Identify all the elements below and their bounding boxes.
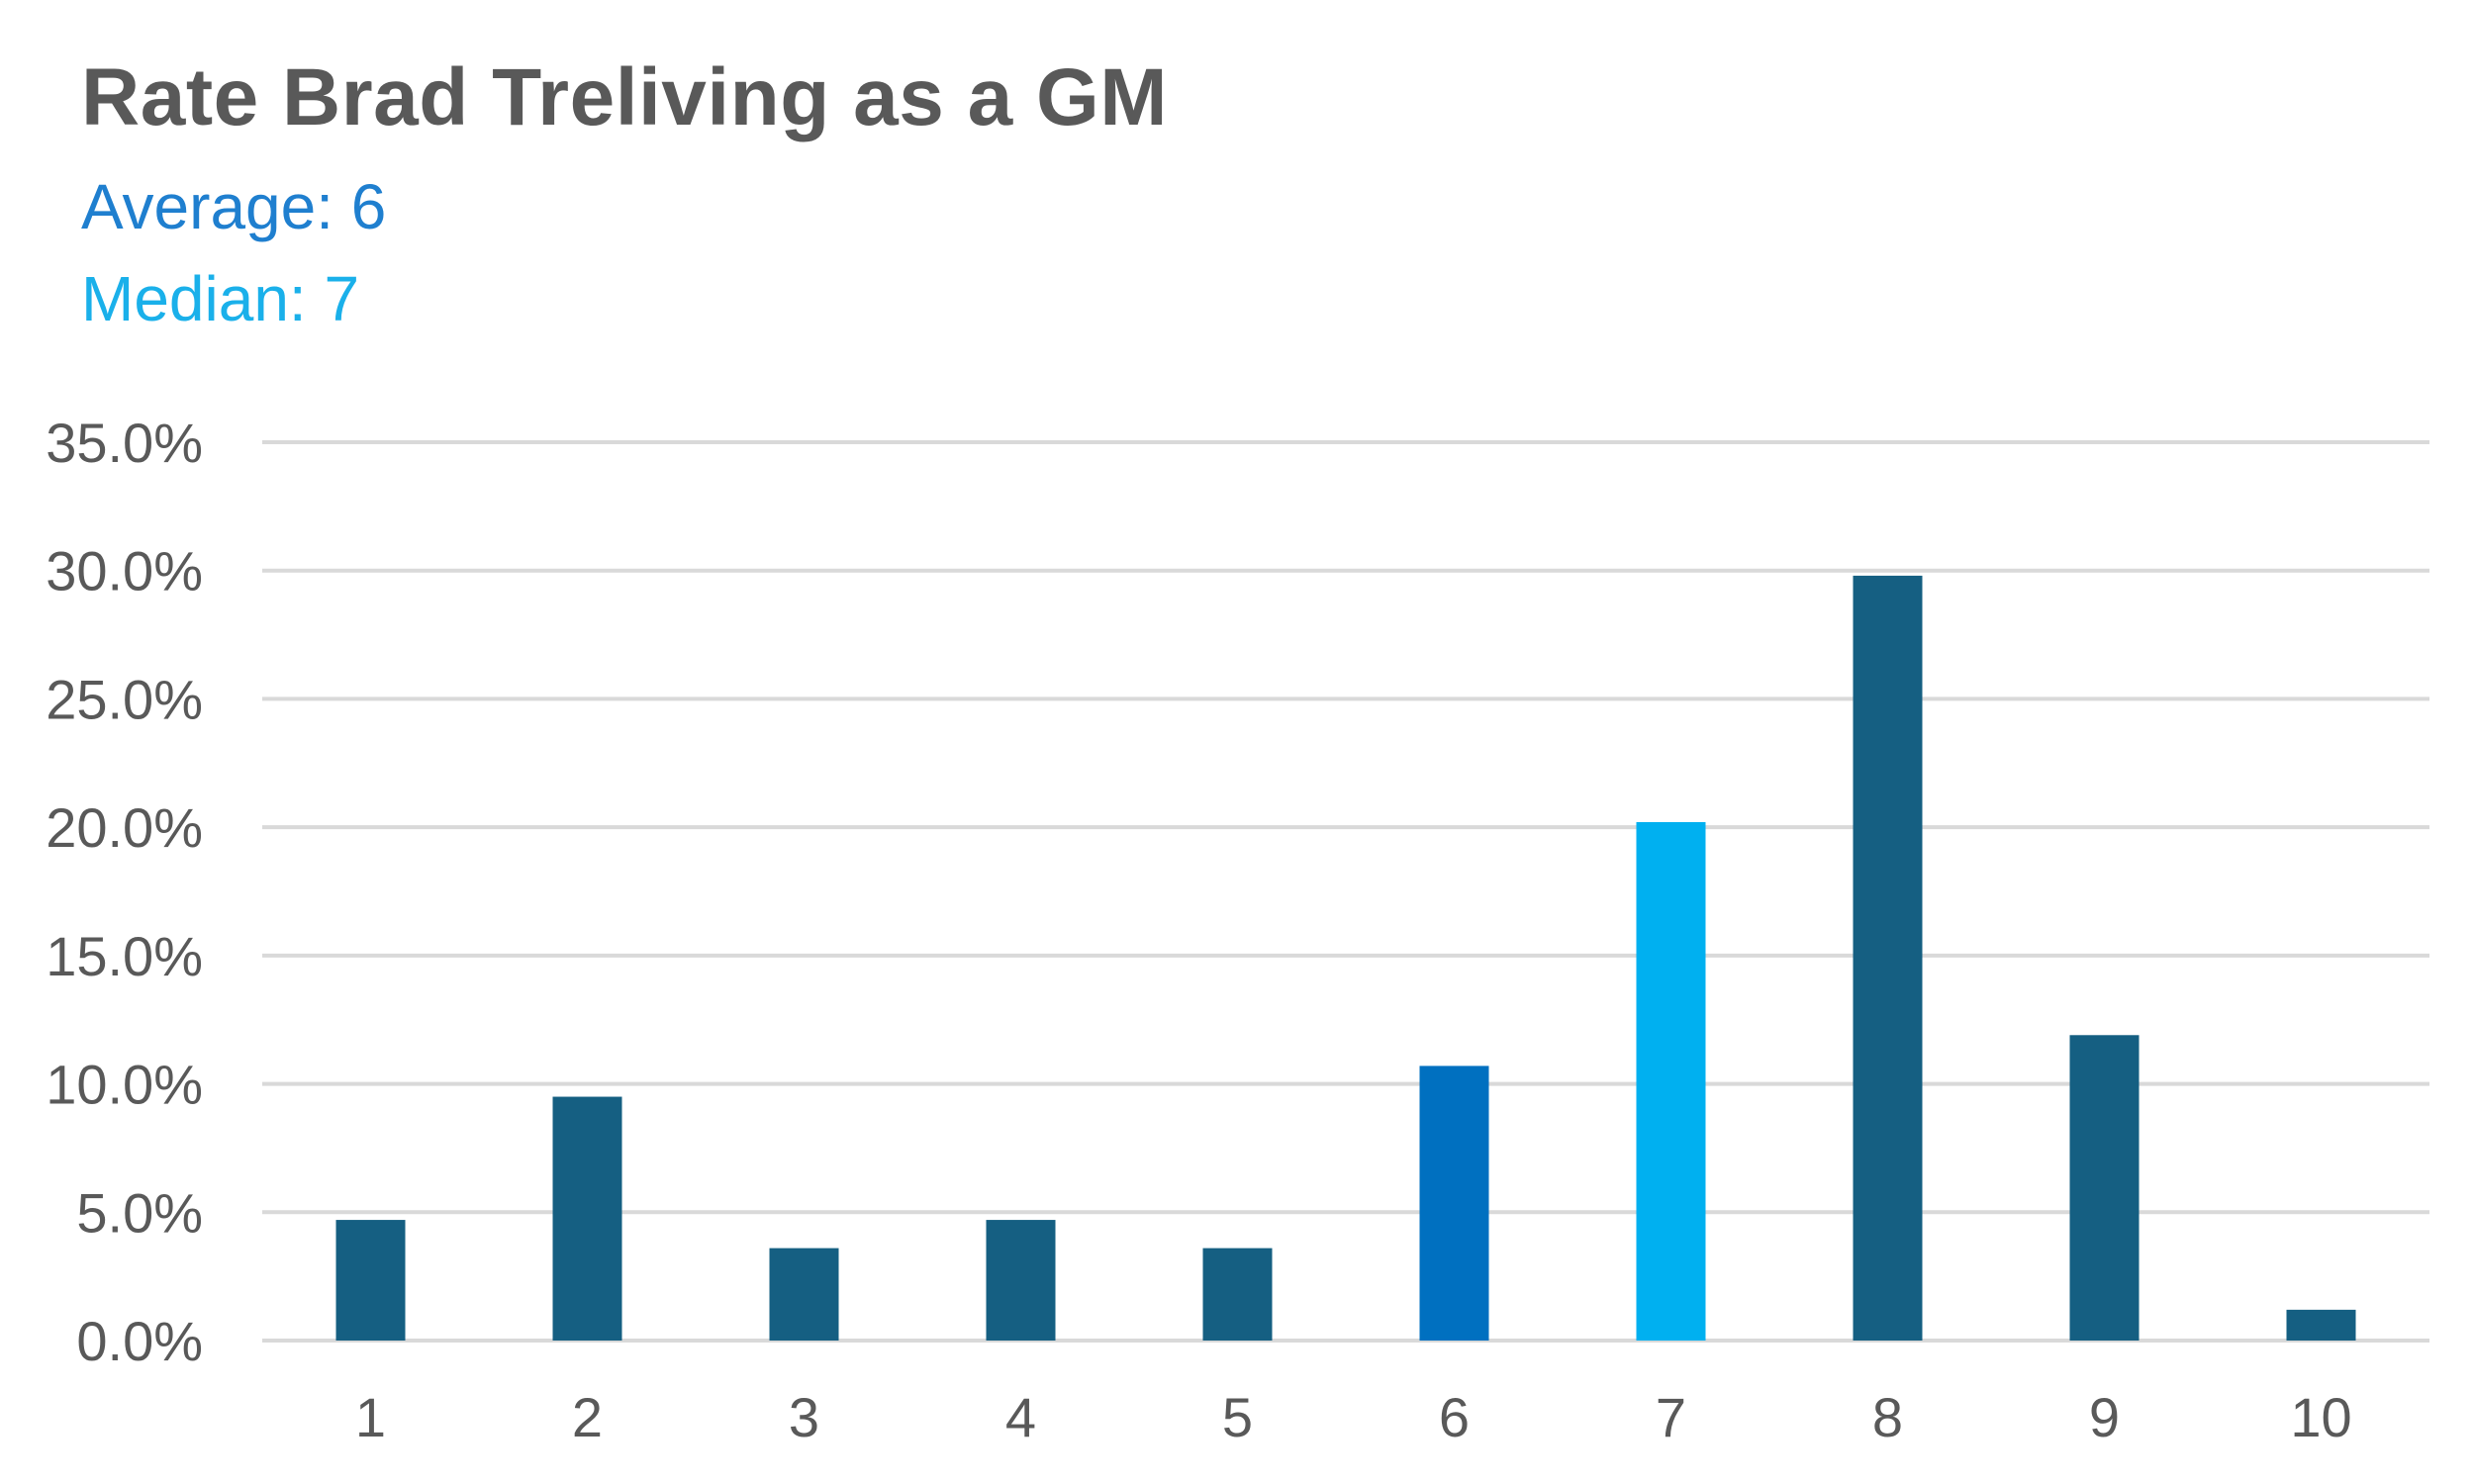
y-axis-ticks: 0.0% 5.0% 10.0% 15.0% 20.0% 25.0% 30.0% 35.0% xyxy=(46,412,203,1372)
bar-1 xyxy=(335,1220,406,1341)
bar-9 xyxy=(2069,1035,2140,1341)
median-annotation: Median: 7 xyxy=(81,263,360,334)
bar-4 xyxy=(986,1220,1056,1341)
x-tick-label: 7 xyxy=(1656,1386,1686,1448)
bar-10 xyxy=(2286,1309,2356,1341)
bar-3 xyxy=(769,1248,839,1341)
y-tick-label: 35.0% xyxy=(46,412,203,474)
x-tick-label: 1 xyxy=(355,1386,386,1448)
y-tick-label: 5.0% xyxy=(76,1181,203,1244)
chart-title: Rate Brad Treliving as a GM xyxy=(81,52,1169,142)
x-tick-label: 3 xyxy=(789,1386,819,1448)
average-annotation: Average: 6 xyxy=(81,171,387,242)
bar-5 xyxy=(1202,1248,1273,1341)
x-tick-label: 4 xyxy=(1005,1386,1036,1448)
x-tick-label: 5 xyxy=(1222,1386,1253,1448)
y-tick-label: 20.0% xyxy=(46,796,203,859)
bars xyxy=(335,575,2356,1341)
y-tick-label: 0.0% xyxy=(76,1310,203,1372)
x-tick-label: 2 xyxy=(572,1386,603,1448)
bar-7 xyxy=(1636,821,1706,1341)
x-tick-label: 9 xyxy=(2089,1386,2120,1448)
x-tick-label: 6 xyxy=(1439,1386,1470,1448)
bar-8 xyxy=(1853,575,1923,1341)
x-tick-label: 8 xyxy=(1872,1386,1903,1448)
y-tick-label: 10.0% xyxy=(46,1054,203,1116)
y-tick-label: 15.0% xyxy=(46,925,203,987)
y-tick-label: 25.0% xyxy=(46,668,203,730)
x-tick-label: 10 xyxy=(2290,1386,2351,1448)
bar-2 xyxy=(552,1096,622,1341)
y-tick-label: 30.0% xyxy=(46,540,203,603)
x-axis-ticks: 1 2 3 4 5 6 7 8 9 10 xyxy=(355,1386,2352,1448)
bar-6 xyxy=(1419,1066,1489,1341)
gridlines xyxy=(262,440,2429,1343)
